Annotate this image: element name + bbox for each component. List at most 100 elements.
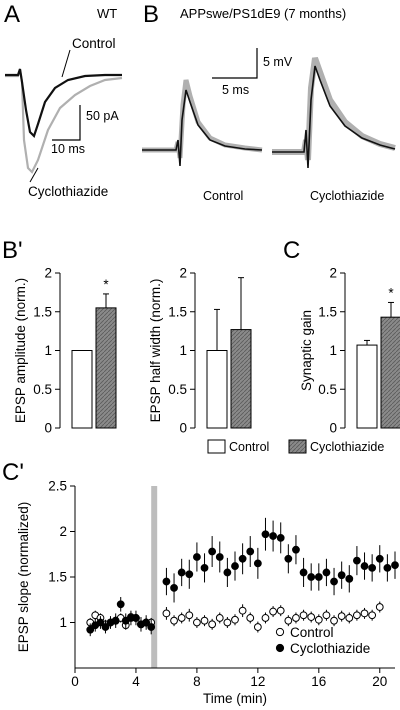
panel-a-drug-pointer bbox=[29, 167, 39, 183]
cyclothiazide-point bbox=[375, 554, 384, 563]
panel-a-control-label: Control bbox=[72, 36, 116, 51]
cyclothiazide-point bbox=[322, 568, 331, 577]
cyclothiazide-point bbox=[330, 577, 338, 586]
y-tick-label: 1.5 bbox=[168, 304, 187, 319]
y-axis-title: EPSP slope (normalized) bbox=[16, 502, 31, 653]
panel-b-title: APPswe/PS1dE9 (7 months) bbox=[180, 6, 346, 21]
y-tick-label: 0.5 bbox=[168, 382, 187, 397]
cyclothiazide-point bbox=[238, 554, 247, 563]
control-point bbox=[253, 623, 262, 631]
legend-swatch-control bbox=[207, 439, 226, 454]
control-point bbox=[345, 614, 354, 622]
panel-a-scale-y: 50 pA bbox=[86, 109, 119, 123]
control-point bbox=[200, 616, 209, 625]
panel-a-drug-label: Cyclothiazide bbox=[28, 184, 108, 199]
y-tick-label: 2 bbox=[44, 266, 52, 281]
control-point bbox=[231, 615, 239, 624]
y-axis-title: EPSP amplitude (norm.) bbox=[13, 278, 28, 423]
cyclothiazide-point bbox=[142, 618, 151, 627]
control-point bbox=[269, 607, 277, 616]
significance-star: * bbox=[103, 277, 109, 292]
panel-b-scale-y: 5 mV bbox=[263, 55, 293, 69]
panel-label-b-prime: B' bbox=[2, 237, 23, 264]
panel-a-scale-bar bbox=[52, 105, 81, 141]
control-point bbox=[322, 611, 331, 620]
cyclothiazide-point bbox=[147, 623, 156, 631]
cyclothiazide-point bbox=[353, 556, 361, 565]
x-tick-label: 0 bbox=[71, 674, 79, 689]
panel-label-c: C bbox=[283, 237, 300, 264]
x-tick-label: 8 bbox=[193, 674, 201, 689]
y-axis-title: EPSP half width (norm.) bbox=[148, 279, 163, 423]
panel-label-b: B bbox=[143, 1, 159, 28]
y-tick-label: 1 bbox=[179, 343, 187, 358]
cyclothiazide-point bbox=[200, 564, 209, 572]
control-point bbox=[337, 612, 346, 621]
control-point bbox=[330, 616, 338, 625]
cyclothiazide-point bbox=[368, 564, 377, 572]
panel-a-trace-control bbox=[5, 68, 122, 139]
legend-label-control: Control bbox=[290, 625, 334, 640]
control-point bbox=[307, 613, 316, 621]
legend-marker-control bbox=[275, 627, 285, 637]
cyclothiazide-point bbox=[86, 625, 95, 634]
cyclothiazide-point bbox=[132, 614, 140, 622]
bar-control bbox=[206, 350, 228, 429]
cyclothiazide-point bbox=[253, 559, 262, 568]
cyclothiazide-point bbox=[391, 561, 399, 570]
control-point bbox=[208, 620, 217, 629]
panel-a-scale-x: 10 ms bbox=[51, 142, 85, 156]
legend-swatch-cyclothiazide bbox=[288, 439, 307, 454]
legend-label-cyclothiazide: Cyclothiazide bbox=[290, 641, 370, 656]
control-point bbox=[292, 614, 300, 622]
y-tick-label: 0 bbox=[44, 421, 52, 436]
legend-label-control: Control bbox=[229, 440, 269, 454]
control-point bbox=[223, 618, 232, 627]
y-tick-label: 0.5 bbox=[318, 382, 337, 397]
bar-control bbox=[71, 350, 93, 429]
cyclothiazide-point bbox=[101, 623, 110, 631]
cyclothiazide-point bbox=[269, 532, 277, 540]
panel-a-title: WT bbox=[97, 6, 117, 21]
cyclothiazide-point bbox=[292, 545, 300, 554]
panel-label-c-prime: C' bbox=[2, 459, 24, 486]
cyclothiazide-point bbox=[215, 553, 224, 561]
cyclothiazide-point bbox=[383, 564, 392, 572]
legend-label-cyclothiazide: Cyclothiazide bbox=[310, 440, 384, 454]
drug-application-band bbox=[151, 486, 158, 668]
cyclothiazide-point bbox=[231, 562, 239, 570]
panel-b-cyclothiazide-traces bbox=[272, 56, 396, 169]
cyclothiazide-point bbox=[360, 562, 369, 570]
y-tick-label: 2 bbox=[329, 266, 337, 281]
x-tick-label: 12 bbox=[250, 674, 265, 689]
panel-a-control-pointer bbox=[61, 49, 71, 78]
y-tick-label: 1 bbox=[59, 615, 67, 630]
bar-chart-epsp-amplitude: 0 0.5 1 1.5 2 EPSP amplitude (norm.) * bbox=[13, 266, 117, 436]
cyclothiazide-point bbox=[299, 568, 308, 577]
panel-b-drug-label: Cyclothiazide bbox=[310, 189, 384, 203]
panel-b: APPswe/PS1dE9 (7 months) 5 mV 5 ms Contr… bbox=[142, 6, 396, 203]
control-point bbox=[299, 611, 308, 620]
cyclothiazide-point bbox=[185, 570, 194, 579]
cyclothiazide-point bbox=[170, 584, 178, 592]
control-point bbox=[193, 618, 201, 627]
cyclothiazide-point bbox=[284, 554, 293, 563]
y-tick-label: 1.5 bbox=[48, 570, 67, 585]
control-point bbox=[238, 606, 247, 615]
y-tick-label: 1.5 bbox=[318, 304, 337, 319]
control-point bbox=[185, 611, 194, 620]
control-point bbox=[177, 614, 186, 622]
x-tick-label: 4 bbox=[132, 674, 140, 689]
panel-a: WT Control Cyclothiazide 50 pA 10 ms bbox=[5, 6, 123, 199]
cyclothiazide-point bbox=[246, 547, 255, 556]
y-tick-label: 0 bbox=[179, 421, 187, 436]
panel-label-a: A bbox=[4, 1, 20, 28]
control-point bbox=[314, 615, 323, 624]
bar-legend: Control Cyclothiazide bbox=[207, 439, 384, 454]
cyclothiazide-point bbox=[345, 574, 354, 583]
panel-b-scale-x: 5 ms bbox=[222, 83, 249, 97]
cyclothiazide-point bbox=[314, 573, 323, 581]
cyclothiazide-point bbox=[261, 530, 270, 539]
y-tick-label: 1.5 bbox=[33, 304, 52, 319]
